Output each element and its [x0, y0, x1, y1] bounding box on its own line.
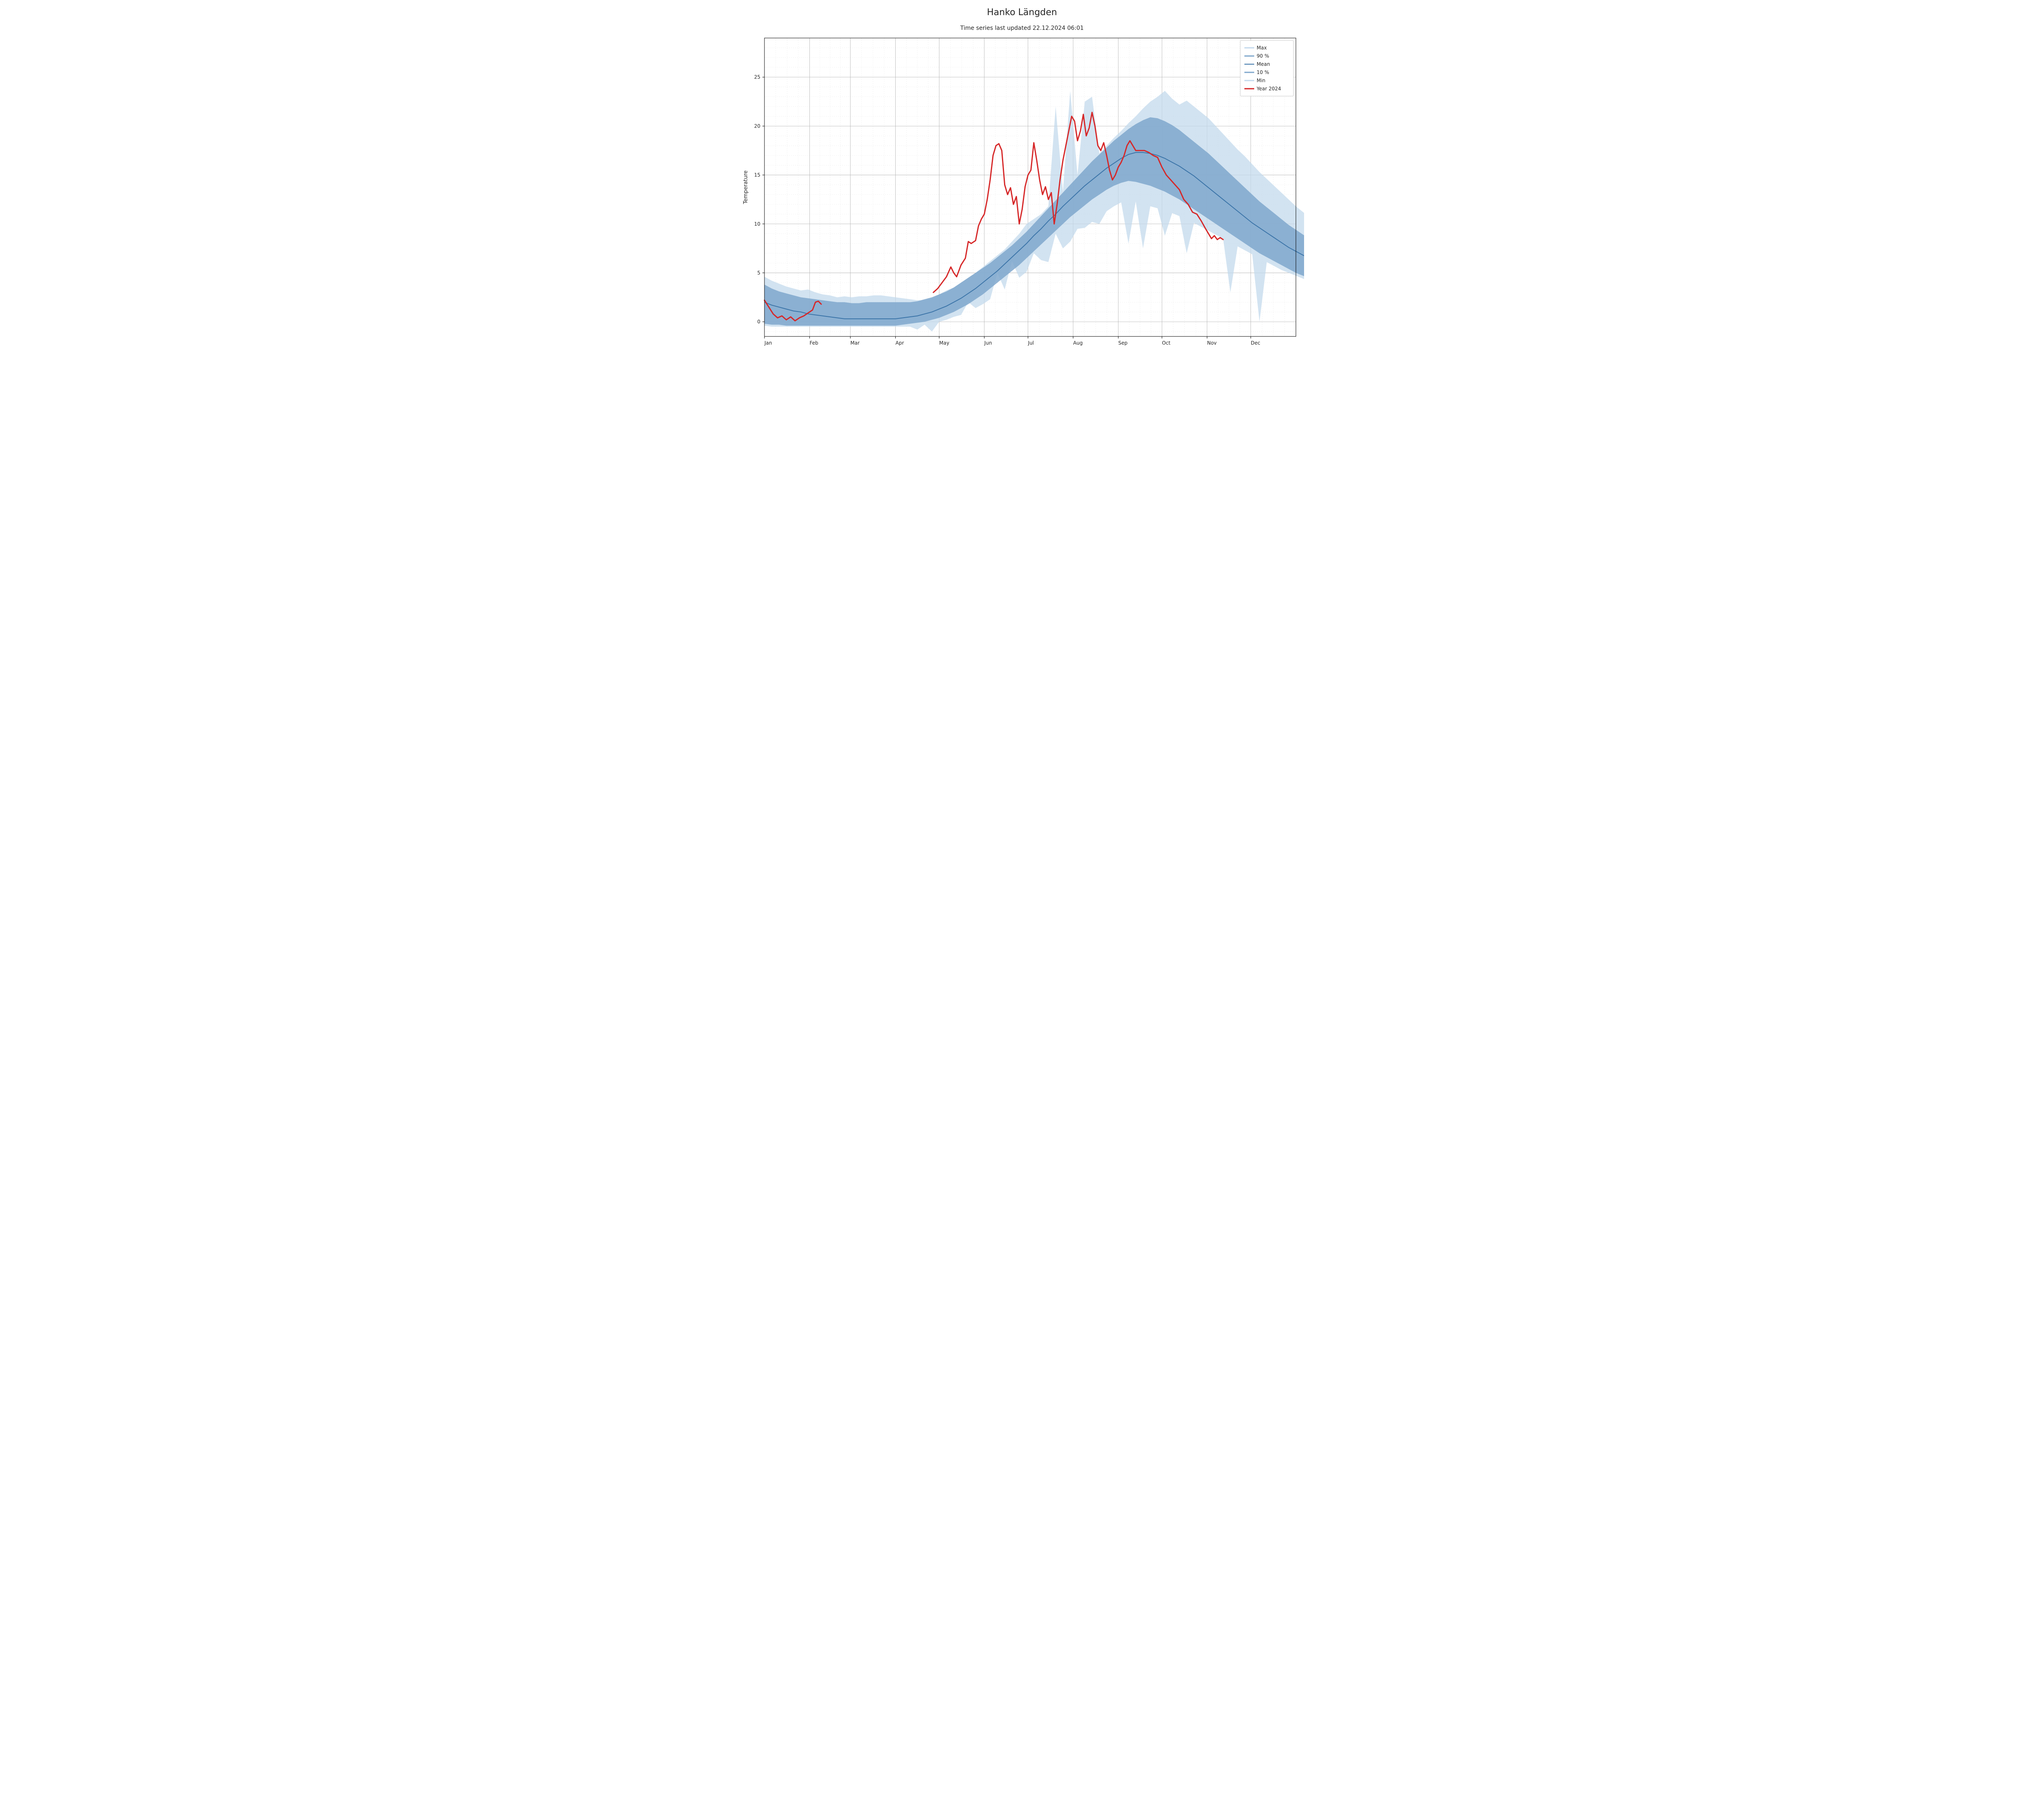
xtick-label: Sep [1118, 340, 1127, 346]
chart-title: Hanko Längden [736, 7, 1308, 18]
xtick-label: Jan [764, 340, 772, 346]
xtick-label: Dec [1251, 340, 1260, 346]
legend-label: Min [1257, 78, 1265, 83]
legend: Max 90 % Mean 10 % Min Year 2024 [1240, 40, 1293, 96]
ytick-label: 20 [754, 123, 760, 129]
y-axis-label: Temperature [743, 170, 749, 204]
xtick-label: Aug [1073, 340, 1083, 346]
xtick-label: Jun [984, 340, 992, 346]
xtick-label: Jul [1028, 340, 1034, 346]
ytick-label: 25 [754, 74, 760, 80]
xtick-label: Mar [850, 340, 860, 346]
xtick-label: Apr [896, 340, 904, 346]
legend-label: Max [1257, 45, 1267, 51]
legend-label: 10 % [1257, 69, 1269, 75]
chart-subtitle: Time series last updated 22.12.2024 06:0… [736, 25, 1308, 31]
xtick-label: Feb [809, 340, 818, 346]
xtick-label: Oct [1162, 340, 1170, 346]
temperature-chart: 0 5 10 15 20 25 Jan Feb Mar Apr May Jun Jul Aug Sep Oct… [740, 34, 1304, 353]
xtick-label: Nov [1207, 340, 1217, 346]
legend-label: 90 % [1257, 53, 1269, 59]
legend-label: Year 2024 [1256, 86, 1281, 92]
xtick-label: May [939, 340, 949, 346]
ytick-label: 15 [754, 172, 760, 178]
legend-label: Mean [1257, 61, 1270, 67]
ytick-label: 10 [754, 221, 760, 227]
ytick-label: 0 [757, 319, 760, 325]
ytick-label: 5 [757, 270, 760, 276]
